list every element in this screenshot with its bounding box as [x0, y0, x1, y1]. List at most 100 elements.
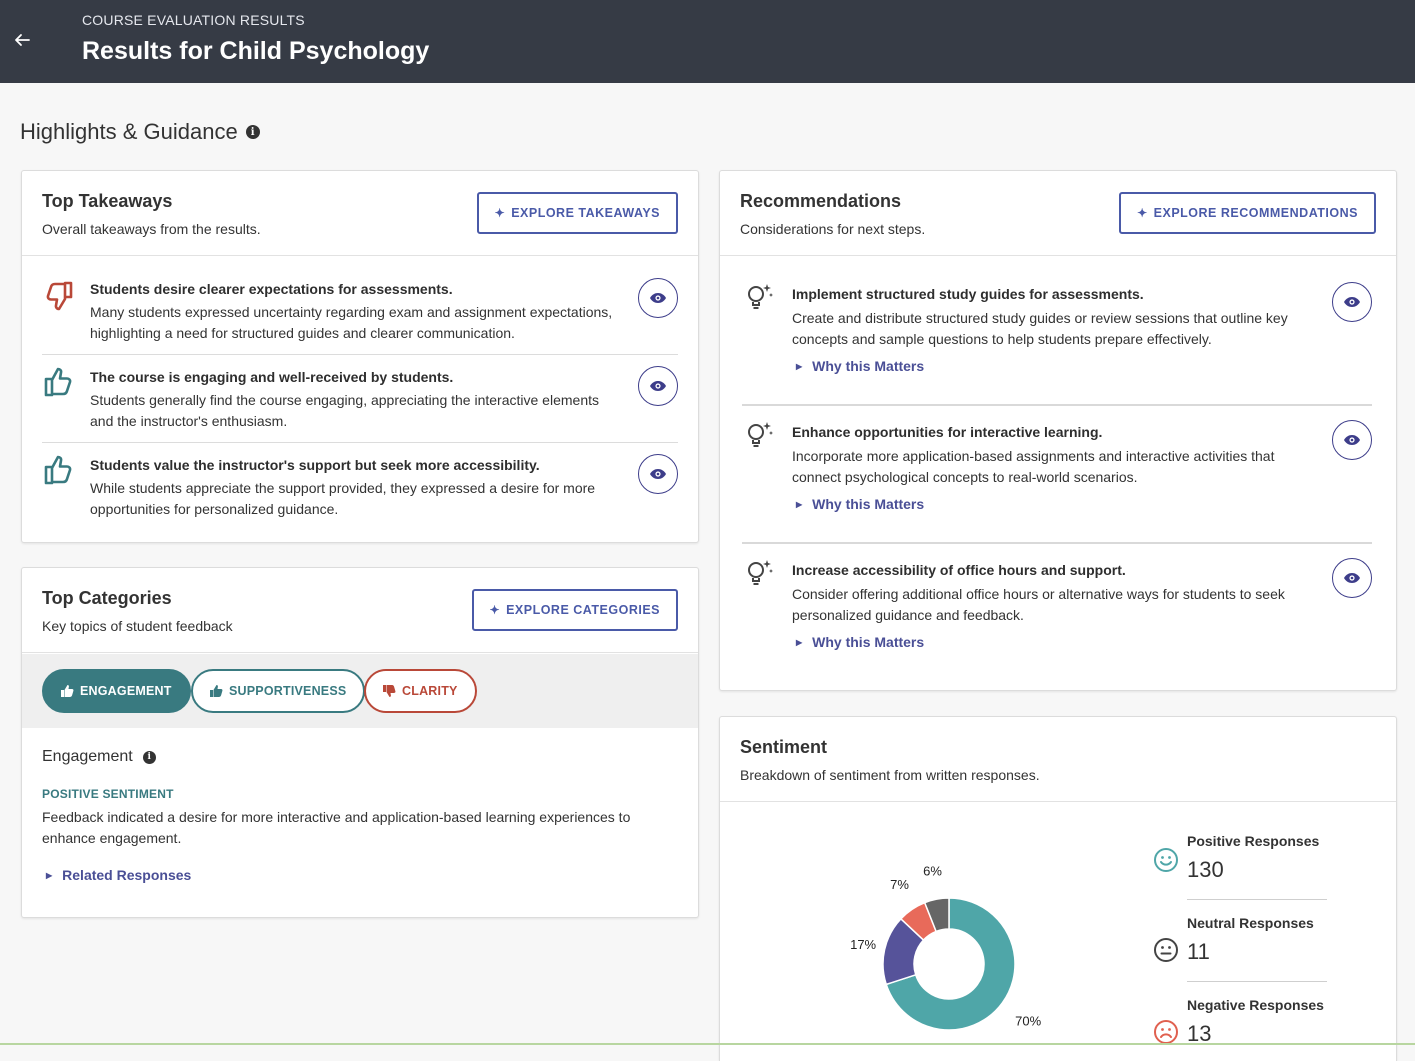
pie-label-positive: 70% — [1015, 1014, 1041, 1029]
legend-value: 13 — [1187, 1021, 1212, 1046]
view-button[interactable] — [1332, 558, 1372, 598]
divider — [742, 542, 1372, 544]
recommendation-text: Incorporate more application-based assig… — [792, 448, 1275, 485]
legend-label: Neutral Responses — [1187, 915, 1314, 931]
recommendation-title: Increase accessibility of office hours a… — [792, 562, 1126, 578]
view-button[interactable] — [1332, 420, 1372, 460]
related-responses-label: Related Responses — [62, 867, 192, 883]
category-detail-title: Engagement i — [42, 748, 156, 766]
divider — [42, 442, 678, 443]
recommendations-card: Recommendations Considerations for next … — [719, 170, 1397, 691]
takeaway-title: Students desire clearer expectations for… — [90, 281, 453, 297]
recommendation-text: Consider offering additional office hour… — [792, 586, 1285, 623]
sparkle-icon: ✦ — [1137, 206, 1148, 220]
takeaways-header: Top Takeaways Overall takeaways from the… — [22, 171, 698, 256]
divider — [1187, 899, 1327, 900]
lightbulb-icon — [748, 284, 773, 309]
caret-right-icon: ▶ — [796, 361, 803, 371]
view-button[interactable] — [638, 366, 678, 406]
thumbs-down-icon — [46, 281, 73, 311]
sentiment-donut-chart: 70% 17% 7% 6% — [850, 864, 1042, 1031]
category-detail-text: Feedback indicated a desire for more int… — [42, 809, 631, 846]
recommendation-title: Enhance opportunities for interactive le… — [792, 424, 1103, 440]
thumbs-down-icon — [383, 685, 396, 697]
takeaway-title: The course is engaging and well-received… — [90, 369, 454, 385]
lightbulb-icon — [748, 422, 773, 447]
pie-slice-positive[interactable] — [885, 897, 1016, 1031]
eye-icon — [650, 469, 666, 479]
sparkle-icon: ✦ — [489, 603, 501, 617]
legend-value: 130 — [1187, 857, 1224, 882]
category-detail-title-text: Engagement — [42, 748, 133, 765]
thumbs-up-icon — [44, 455, 72, 485]
legend-value: 11 — [1187, 939, 1210, 964]
frown-icon — [1154, 1020, 1178, 1044]
sentiment-subtitle: Breakdown of sentiment from written resp… — [740, 767, 1040, 783]
recommendations-title: Recommendations — [740, 191, 902, 211]
back-arrow-icon[interactable] — [10, 28, 34, 52]
pie-slice-neutral[interactable] — [923, 897, 950, 933]
why-label: Why this Matters — [812, 358, 925, 374]
divider — [1187, 981, 1327, 982]
explore-categories-button[interactable]: ✦ EXPLORE CATEGORIES — [471, 589, 678, 631]
pie-label-mixed: 17% — [850, 937, 876, 952]
takeaways-title: Top Takeaways — [42, 191, 173, 211]
sentiment-header: Sentiment Breakdown of sentiment from wr… — [720, 717, 1396, 802]
caret-right-icon: ▶ — [796, 499, 803, 509]
chip-label: CLARITY — [402, 684, 458, 698]
eye-icon — [650, 381, 666, 391]
takeaway-title: Students value the instructor's support … — [90, 457, 540, 473]
why-this-matters-toggle[interactable]: ▶ Why this Matters — [796, 358, 924, 374]
explore-takeaways-button[interactable]: ✦ EXPLORE TAKEAWAYS — [476, 192, 678, 234]
why-label: Why this Matters — [812, 634, 925, 650]
page-header: COURSE EVALUATION RESULTS Results for Ch… — [0, 0, 1415, 83]
caret-right-icon: ▶ — [796, 637, 803, 647]
recommendations-header: Recommendations Considerations for next … — [720, 171, 1396, 256]
neutral-face-icon — [1154, 938, 1178, 962]
chip-label: SUPPORTIVENESS — [229, 684, 347, 698]
explore-categories-label: EXPLORE CATEGORIES — [506, 603, 660, 617]
pie-label-neutral: 6% — [923, 864, 942, 879]
recommendations-subtitle: Considerations for next steps. — [740, 221, 926, 237]
recommendation-text: Create and distribute structured study g… — [792, 310, 1288, 347]
view-button[interactable] — [1332, 282, 1372, 322]
sparkle-icon: ✦ — [494, 206, 506, 220]
takeaway-text: Students generally find the course engag… — [90, 392, 599, 429]
category-chip-bar: ENGAGEMENT SUPPORTIVENESS CLARITY — [22, 654, 698, 728]
view-button[interactable] — [638, 454, 678, 494]
explore-recommendations-button[interactable]: ✦ EXPLORE RECOMMENDATIONS — [1119, 192, 1376, 234]
divider — [42, 354, 678, 355]
why-label: Why this Matters — [812, 496, 925, 512]
categories-card: Top Categories Key topics of student fee… — [21, 567, 699, 918]
thumbs-up-icon — [44, 367, 72, 397]
related-responses-toggle[interactable]: ▶ Related Responses — [46, 867, 191, 883]
section-title-text: Highlights & Guidance — [20, 119, 238, 144]
why-this-matters-toggle[interactable]: ▶ Why this Matters — [796, 496, 924, 512]
legend-label: Negative Responses — [1187, 997, 1324, 1013]
pie-label-negative: 7% — [890, 877, 909, 892]
takeaways-card: Top Takeaways Overall takeaways from the… — [21, 170, 699, 543]
chip-supportiveness[interactable]: SUPPORTIVENESS — [191, 669, 366, 713]
eye-icon — [1344, 573, 1360, 583]
takeaway-text: Many students expressed uncertainty rega… — [90, 304, 613, 341]
info-icon[interactable]: i — [245, 125, 260, 139]
info-icon[interactable]: i — [142, 750, 156, 764]
section-title: Highlights & Guidance i — [20, 119, 260, 145]
thumbs-up-icon — [61, 685, 74, 697]
sentiment-legend: Positive Responses 130 Neutral Responses… — [1153, 833, 1353, 1061]
smile-icon — [1154, 848, 1178, 872]
view-button[interactable] — [638, 278, 678, 318]
chip-engagement[interactable]: ENGAGEMENT — [42, 669, 191, 713]
why-this-matters-toggle[interactable]: ▶ Why this Matters — [796, 634, 924, 650]
divider — [742, 404, 1372, 406]
sentiment-card: Sentiment Breakdown of sentiment from wr… — [719, 716, 1397, 1061]
sentiment-label: POSITIVE SENTIMENT — [42, 787, 174, 801]
page-eyebrow: COURSE EVALUATION RESULTS — [82, 12, 305, 28]
recommendation-title: Implement structured study guides for as… — [792, 286, 1144, 302]
categories-header: Top Categories Key topics of student fee… — [22, 568, 698, 653]
takeaway-text: While students appreciate the support pr… — [90, 480, 596, 517]
chip-clarity[interactable]: CLARITY — [364, 669, 477, 713]
page-bottom-border — [0, 1043, 1415, 1045]
eye-icon — [1344, 435, 1360, 445]
eye-icon — [650, 293, 666, 303]
